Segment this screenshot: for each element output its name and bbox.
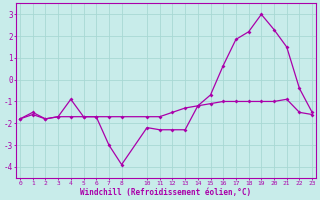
X-axis label: Windchill (Refroidissement éolien,°C): Windchill (Refroidissement éolien,°C) (81, 188, 252, 197)
